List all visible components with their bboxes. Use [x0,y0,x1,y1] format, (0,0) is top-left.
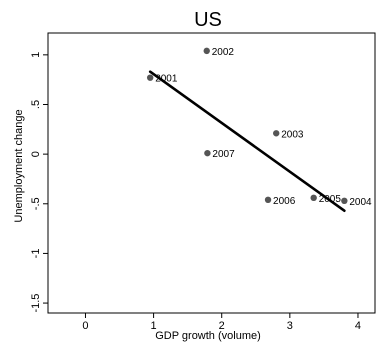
x-tick-label: 1 [151,320,157,332]
data-point [341,197,348,205]
data-point [146,74,154,81]
y-tick-label: -1.5 [30,294,42,313]
data-point [264,196,272,204]
point-label: 2001 [155,74,178,85]
x-axis-title: GDP growth (volume) [155,330,261,342]
point-label: 2006 [273,196,296,207]
x-tick-label: 3 [287,320,293,332]
point-label: 2002 [212,47,235,58]
x-tick-label: 2 [219,320,225,332]
x-tick-label: 4 [355,320,361,332]
chart-title: US [194,9,222,31]
data-point [310,194,317,202]
data-point [203,47,210,55]
x-tick-label: 0 [82,320,88,332]
data-point [273,130,280,137]
point-label: 2007 [212,149,235,160]
y-axis-title: Unemployment change [13,109,25,222]
fit-line [148,70,346,213]
point-label: 2005 [319,194,342,205]
y-tick-label: .5 [30,100,42,109]
point-label: 2004 [349,197,372,208]
data-point [204,149,211,157]
y-tick-label: -1 [30,249,42,259]
y-tick-label: 1 [30,52,42,58]
y-tick-label: -.5 [30,197,42,210]
plot-frame [47,32,376,314]
y-tick-label: 0 [30,151,42,157]
point-label: 2003 [281,129,304,140]
